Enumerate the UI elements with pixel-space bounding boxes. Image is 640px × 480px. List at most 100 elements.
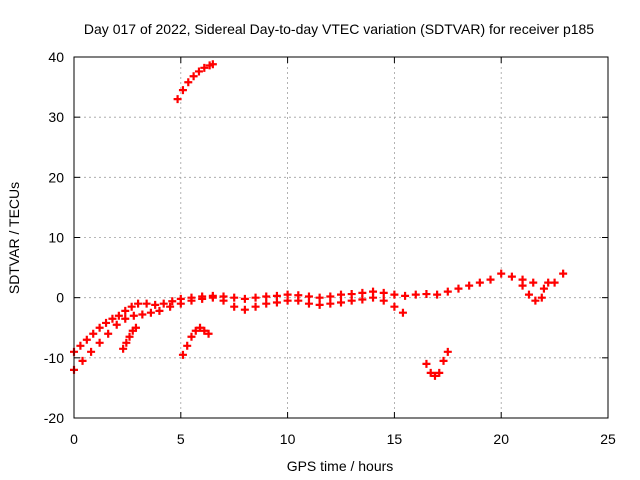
data-point xyxy=(435,368,444,377)
data-point xyxy=(122,338,131,347)
data-point xyxy=(443,287,452,296)
data-point xyxy=(198,294,207,303)
data-point xyxy=(189,72,198,81)
y-tick-label: 40 xyxy=(48,49,64,65)
data-point xyxy=(125,332,134,341)
grid-lines xyxy=(74,57,608,418)
data-point xyxy=(465,281,474,290)
data-point xyxy=(178,350,187,359)
data-point xyxy=(200,63,209,72)
data-point xyxy=(283,296,292,305)
data-point xyxy=(187,296,196,305)
y-axis-label: SDTVAR / TECUs xyxy=(6,182,22,294)
x-tick-label: 0 xyxy=(70,431,78,447)
data-point xyxy=(131,323,140,332)
data-point xyxy=(104,329,113,338)
data-point xyxy=(102,318,111,327)
series-dip-21.5h xyxy=(518,278,553,305)
series-lower-band xyxy=(70,293,407,374)
data-point xyxy=(176,299,185,308)
data-point xyxy=(326,292,335,301)
data-point xyxy=(184,78,193,87)
data-point xyxy=(531,296,540,305)
data-point xyxy=(304,299,313,308)
data-point xyxy=(95,323,104,332)
data-point xyxy=(108,314,117,323)
data-point xyxy=(294,296,303,305)
data-point xyxy=(208,293,217,302)
x-tick-label: 15 xyxy=(387,431,403,447)
series-dip-17h xyxy=(422,347,452,380)
data-point xyxy=(422,359,431,368)
data-point xyxy=(337,290,345,299)
data-point xyxy=(121,306,130,315)
data-point xyxy=(524,290,533,299)
data-point xyxy=(454,284,463,293)
y-tick-label: 10 xyxy=(48,230,64,246)
data-point xyxy=(439,356,448,365)
data-point xyxy=(390,290,399,299)
data-point xyxy=(112,320,121,329)
data-point xyxy=(379,296,388,305)
data-point xyxy=(204,329,213,338)
data-point xyxy=(486,275,495,284)
data-point xyxy=(518,281,527,290)
data-point xyxy=(443,347,452,356)
data-point xyxy=(121,314,130,323)
data-point xyxy=(430,371,439,380)
data-point xyxy=(194,67,203,76)
data-point xyxy=(262,299,271,308)
data-point xyxy=(114,311,123,320)
data-point xyxy=(127,302,136,311)
data-point xyxy=(251,302,260,311)
y-tick-label: -20 xyxy=(44,410,64,426)
data-point xyxy=(422,290,431,299)
data-point xyxy=(129,311,138,320)
data-point xyxy=(155,306,164,315)
data-point xyxy=(251,293,260,302)
data-point xyxy=(315,293,324,302)
data-point xyxy=(208,60,217,69)
data-point xyxy=(200,326,209,335)
data-point xyxy=(173,95,182,104)
x-tick-label: 10 xyxy=(280,431,296,447)
data-point xyxy=(183,341,192,350)
x-tick-label: 25 xyxy=(600,431,616,447)
data-point xyxy=(544,278,553,287)
data-point xyxy=(178,86,187,95)
data-point xyxy=(191,326,200,335)
data-point xyxy=(398,308,407,317)
data-point xyxy=(262,292,271,301)
data-point xyxy=(230,293,239,302)
data-point xyxy=(347,296,356,305)
data-point xyxy=(401,291,410,300)
data-point xyxy=(475,278,484,287)
x-tick-label: 5 xyxy=(177,431,185,447)
series-high-arc xyxy=(173,60,217,104)
x-tick-label: 20 xyxy=(493,431,509,447)
data-point xyxy=(426,368,435,377)
data-point xyxy=(539,284,548,293)
data-point xyxy=(138,310,147,319)
data-point xyxy=(390,302,399,311)
data-point xyxy=(537,293,546,302)
data-point xyxy=(87,347,96,356)
data-point xyxy=(272,298,281,307)
chart-title: Day 017 of 2022, Sidereal Day-to-day VTE… xyxy=(84,21,594,37)
y-tick-label: 20 xyxy=(48,169,64,185)
data-point xyxy=(304,292,313,301)
data-point xyxy=(326,299,335,308)
data-point xyxy=(379,288,388,297)
data-point xyxy=(168,297,177,306)
data-point xyxy=(411,290,420,299)
data-point xyxy=(433,290,442,299)
data-point xyxy=(78,356,87,365)
data-point xyxy=(230,302,239,311)
data-point xyxy=(159,299,168,308)
data-point xyxy=(219,296,228,305)
y-tick-label: 30 xyxy=(48,109,64,125)
data-point xyxy=(369,293,378,302)
data-point xyxy=(529,278,538,287)
data-point xyxy=(559,269,568,278)
